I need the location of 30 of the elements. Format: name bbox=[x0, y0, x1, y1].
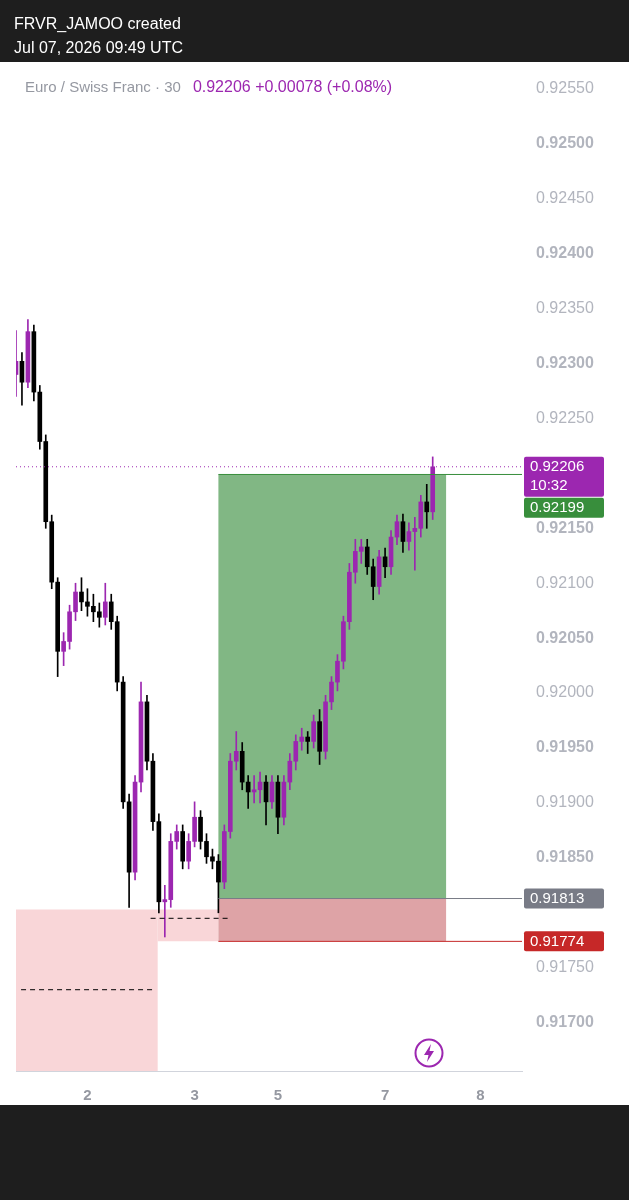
y-tick-label: 0.91900 bbox=[536, 793, 594, 811]
ref-line-label: 0.92199 bbox=[530, 497, 585, 515]
x-tick-label: 7 bbox=[380, 1086, 390, 1104]
ref-line-label: 0.92206 bbox=[530, 456, 585, 474]
x-tick-label: 8 bbox=[476, 1086, 485, 1104]
x-tick-label: 2 bbox=[83, 1086, 92, 1104]
text: Jul 07, 2026 09:49 UTC bbox=[14, 38, 183, 58]
y-tick-label: 0.92450 bbox=[536, 189, 594, 207]
annotation: 0.92206 +0.00078 (+0.08%) bbox=[192, 78, 393, 96]
ref-line-label: 0.91813 bbox=[530, 888, 585, 906]
y-tick-label: 0.91950 bbox=[536, 738, 594, 756]
x-tick-label: 5 bbox=[273, 1086, 283, 1104]
y-tick-label: 0.92250 bbox=[536, 408, 594, 426]
y-tick-label: 0.91750 bbox=[536, 958, 594, 976]
y-tick-label: 0.92100 bbox=[536, 573, 594, 591]
text: Euro / Swiss Franc · 30 bbox=[25, 77, 181, 95]
y-tick-label: 0.92150 bbox=[536, 518, 594, 536]
ref-line-label: 0.91774 bbox=[530, 931, 585, 949]
y-tick-label: 0.91700 bbox=[536, 1013, 594, 1031]
y-tick-label: 0.92500 bbox=[536, 134, 594, 152]
y-tick-label: 0.92050 bbox=[536, 628, 594, 646]
text: 10:32 bbox=[530, 475, 568, 493]
y-tick-label: 0.92300 bbox=[536, 353, 594, 371]
x-tick-label: 3 bbox=[190, 1086, 199, 1104]
y-tick-label: 0.91850 bbox=[536, 848, 594, 866]
text: FRVR_JAMOO created bbox=[14, 14, 182, 34]
y-tick-label: 0.92000 bbox=[536, 683, 594, 701]
y-tick-label: 0.92550 bbox=[536, 79, 594, 97]
y-tick-label: 0.92350 bbox=[536, 298, 594, 316]
y-tick-label: 0.92400 bbox=[536, 244, 594, 262]
